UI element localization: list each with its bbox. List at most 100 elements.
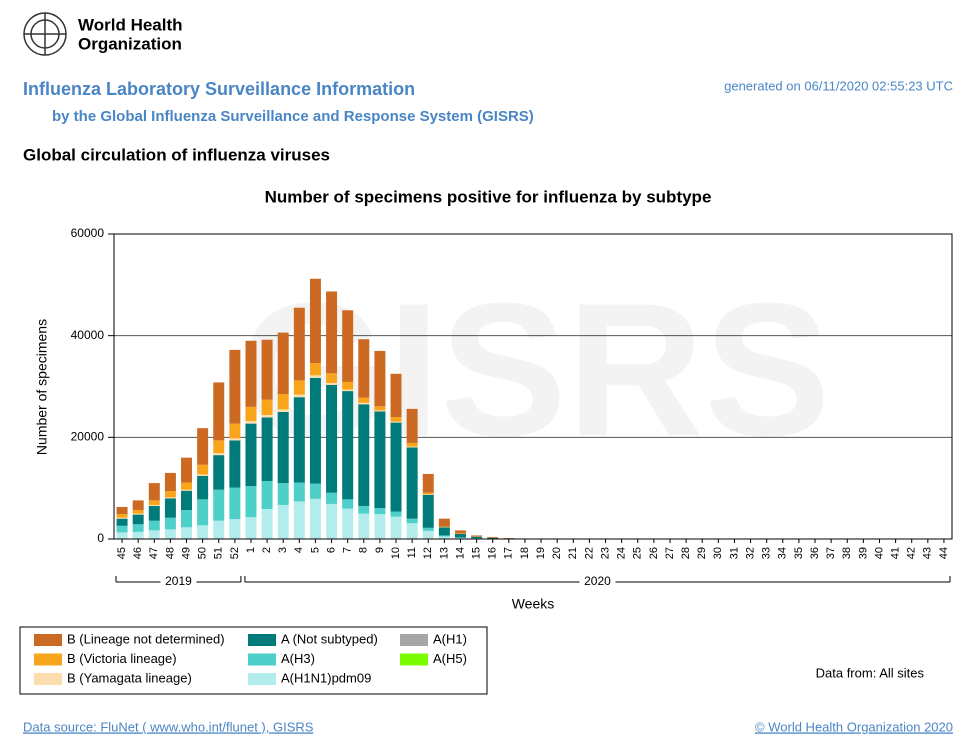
x-tick-label: 47 [148, 547, 160, 559]
x-tick-label: 4 [293, 547, 305, 553]
bar-segment [374, 406, 385, 410]
bar-segment [149, 521, 160, 531]
bar-segment [117, 532, 128, 539]
bar-segment [358, 506, 369, 514]
legend-label: B (Lineage not determined) [67, 631, 225, 646]
bar-segment [423, 531, 434, 539]
x-tick-label: 36 [809, 547, 821, 559]
x-tick-label: 11 [406, 547, 418, 558]
bar-segment [407, 523, 418, 539]
bar-segment [423, 528, 434, 531]
bar-segment [229, 350, 240, 424]
bar-segment [197, 428, 208, 465]
bar-segment [391, 512, 402, 517]
x-tick-label: 24 [616, 547, 628, 559]
bar-segment [229, 438, 240, 440]
bar-segment [117, 514, 128, 518]
legend-label: A(H1N1)pdm09 [281, 670, 371, 685]
bar-segment [358, 403, 369, 405]
x-tick-label: 39 [857, 547, 869, 559]
bar-segment [407, 519, 418, 524]
x-tick-label: 20 [551, 547, 563, 559]
bar-segment [262, 400, 273, 415]
bar-segment [181, 527, 192, 539]
bar-segment [487, 537, 498, 538]
bar-segment [423, 495, 434, 528]
bar-segment [326, 383, 337, 385]
bar-segment [342, 310, 353, 382]
generated-date: generated on 06/11/2020 02:55:23 UTC [724, 78, 953, 93]
x-tick-label: 12 [422, 547, 434, 559]
bar-segment [181, 458, 192, 483]
org-name: Organization [78, 34, 182, 53]
x-tick-label: 3 [277, 547, 289, 553]
bar-segment [197, 499, 208, 525]
legend-swatch [34, 673, 62, 685]
bar-segment [407, 448, 418, 519]
bar-segment [407, 446, 418, 447]
x-tick-label: 42 [906, 547, 918, 559]
x-axis-label: Weeks [512, 596, 555, 612]
x-tick-label: 46 [132, 547, 144, 559]
data-note: Data from: All sites [816, 665, 925, 680]
x-tick-label: 34 [777, 547, 789, 559]
bar-segment [455, 530, 466, 533]
bar-segment [374, 508, 385, 514]
legend-label: A (Not subtyped) [281, 631, 378, 646]
bar-segment [245, 486, 256, 517]
bar-segment [165, 491, 176, 497]
x-tick-label: 45 [116, 547, 128, 559]
x-tick-label: 13 [438, 547, 450, 559]
bar-segment [278, 483, 289, 505]
bar-segment [262, 415, 273, 418]
x-tick-label: 18 [519, 547, 531, 559]
bar-segment [165, 498, 176, 517]
bar-segment [229, 440, 240, 487]
y-tick-label: 0 [97, 531, 104, 545]
bar-segment [407, 443, 418, 447]
bar-segment [262, 418, 273, 482]
bar-segment [133, 524, 144, 532]
x-tick-label: 28 [680, 547, 692, 559]
bar-segment [245, 424, 256, 487]
x-tick-label: 37 [825, 547, 837, 559]
x-tick-label: 43 [922, 547, 934, 559]
x-tick-label: 48 [164, 547, 176, 559]
x-tick-label: 27 [664, 547, 676, 559]
x-tick-label: 26 [648, 547, 660, 559]
bar-segment [310, 279, 321, 363]
bar-segment [423, 494, 434, 495]
x-tick-label: 22 [583, 547, 595, 559]
bar-segment [439, 527, 450, 535]
x-tick-label: 15 [471, 547, 483, 559]
bar-segment [374, 410, 385, 411]
bar-segment [213, 382, 224, 440]
org-name: World Health [78, 15, 183, 34]
legend-swatch [248, 654, 276, 666]
bar-segment [149, 505, 160, 506]
x-tick-label: 23 [599, 547, 611, 559]
x-tick-label: 19 [535, 547, 547, 559]
legend-label: A(H3) [281, 651, 315, 666]
x-tick-label: 14 [454, 547, 466, 559]
x-tick-label: 1 [245, 547, 257, 553]
x-tick-label: 49 [180, 547, 192, 559]
bar-segment [391, 517, 402, 539]
bar-segment [278, 412, 289, 483]
bar-segment [245, 341, 256, 407]
x-tick-label: 9 [374, 547, 386, 553]
bar-segment [326, 493, 337, 504]
bar-segment [374, 514, 385, 539]
bar-segment [407, 409, 418, 443]
copyright-link[interactable]: © World Health Organization 2020 [755, 719, 953, 734]
source-link[interactable]: Data source: FluNet ( www.who.int/flunet… [23, 719, 314, 734]
bar-segment [294, 501, 305, 539]
x-tick-label: 8 [358, 547, 370, 553]
bar-segment [439, 535, 450, 536]
legend-label: A(H5) [433, 651, 467, 666]
bar-segment [149, 483, 160, 500]
x-tick-label: 44 [938, 547, 950, 559]
bar-segment [133, 514, 144, 515]
y-tick-label: 60000 [71, 226, 105, 240]
chart-title: Number of specimens positive for influen… [265, 187, 712, 206]
